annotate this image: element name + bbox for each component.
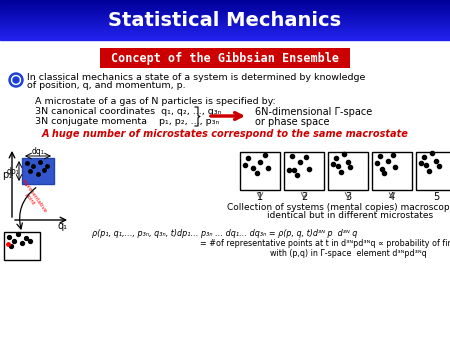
Text: dq₁: dq₁ — [32, 147, 45, 156]
Bar — [22, 158, 54, 184]
Text: 1: 1 — [257, 192, 263, 202]
Bar — [0, 29, 450, 30]
Text: = #of representative points at t in d³ᴺpd³ᴺq ∝ probability of finding system in : = #of representative points at t in d³ᴺp… — [200, 240, 450, 248]
Text: 3N canonical coordinates  q₁, q₂, ..., q₃ₙ: 3N canonical coordinates q₁, q₂, ..., q₃… — [35, 106, 221, 116]
Bar — [0, 23, 450, 24]
Bar — [0, 24, 450, 25]
Text: In classical mechanics a state of a system is determined by knowledge: In classical mechanics a state of a syst… — [27, 72, 365, 81]
Bar — [0, 13, 450, 14]
Bar — [0, 16, 450, 17]
Bar — [0, 6, 450, 7]
Text: ρ(p₁, q₁,…, p₃ₙ, q₃ₙ, t)dp₁… p₃ₙ … dq₁… dq₃ₙ = ρ(p, q, t)d³ᴺ p  d³ᴺ q: ρ(p₁, q₁,…, p₃ₙ, q₃ₙ, t)dp₁… p₃ₙ … dq₁… … — [92, 228, 358, 238]
Bar — [4, 232, 40, 260]
Text: Collection of systems (mental copies) macroscopically: Collection of systems (mental copies) ma… — [227, 202, 450, 212]
Bar — [0, 38, 450, 39]
Bar — [0, 4, 450, 5]
Bar — [0, 19, 450, 20]
Text: 4: 4 — [389, 192, 395, 202]
Bar — [0, 30, 450, 31]
Text: Statistical Mechanics: Statistical Mechanics — [108, 10, 342, 29]
Bar — [0, 18, 450, 19]
Bar — [0, 10, 450, 11]
Bar — [416, 152, 450, 190]
Text: 2: 2 — [301, 192, 307, 202]
Bar — [0, 33, 450, 34]
Bar — [0, 27, 450, 28]
Bar — [0, 14, 450, 15]
Bar — [0, 0, 450, 1]
Text: 3: 3 — [345, 192, 351, 202]
Circle shape — [13, 77, 19, 83]
Bar — [100, 48, 350, 68]
Bar — [0, 9, 450, 10]
Bar — [0, 7, 450, 8]
Bar — [0, 8, 450, 9]
Text: identical but in different microstates: identical but in different microstates — [267, 212, 433, 220]
Bar — [0, 21, 450, 22]
Text: 3N conjugate momenta    p₁, p₂, ..., p₃ₙ: 3N conjugate momenta p₁, p₂, ..., p₃ₙ — [35, 117, 219, 125]
Text: dp₁: dp₁ — [7, 167, 19, 175]
Bar — [284, 152, 324, 190]
Text: 5: 5 — [433, 192, 439, 202]
Bar — [0, 2, 450, 3]
Text: representative
point: representative point — [16, 178, 48, 218]
Text: or phase space: or phase space — [255, 117, 329, 127]
Circle shape — [12, 75, 21, 84]
Bar — [0, 32, 450, 33]
Text: A microstate of a gas of N particles is specified by:: A microstate of a gas of N particles is … — [35, 97, 276, 105]
Text: with (p,q) in Γ-space  element d³ᴺpd³ᴺq: with (p,q) in Γ-space element d³ᴺpd³ᴺq — [270, 248, 427, 258]
Bar — [0, 25, 450, 26]
Bar — [0, 1, 450, 2]
Bar — [0, 26, 450, 27]
Bar — [0, 34, 450, 35]
Circle shape — [9, 73, 23, 87]
Bar — [0, 3, 450, 4]
Text: 6N-dimensional Γ-space: 6N-dimensional Γ-space — [255, 107, 372, 117]
Text: q₁: q₁ — [58, 221, 68, 231]
Bar — [0, 35, 450, 36]
Text: of position, q, and momentum, p.: of position, q, and momentum, p. — [27, 81, 185, 91]
Text: A huge number of microstates correspond to the same macrostate: A huge number of microstates correspond … — [41, 129, 409, 139]
Bar — [0, 20, 450, 21]
Bar — [0, 22, 450, 23]
Bar — [0, 12, 450, 13]
Bar — [0, 37, 450, 38]
Bar — [328, 152, 368, 190]
Bar — [0, 15, 450, 16]
Bar — [0, 39, 450, 40]
Bar — [0, 11, 450, 12]
Bar — [0, 36, 450, 37]
Bar — [0, 17, 450, 18]
Bar — [372, 152, 412, 190]
Bar — [0, 28, 450, 29]
Bar — [240, 152, 280, 190]
Text: Concept of the Gibbsian Ensemble: Concept of the Gibbsian Ensemble — [111, 51, 339, 65]
Bar — [0, 31, 450, 32]
Text: p₁: p₁ — [2, 170, 12, 180]
Bar — [0, 5, 450, 6]
